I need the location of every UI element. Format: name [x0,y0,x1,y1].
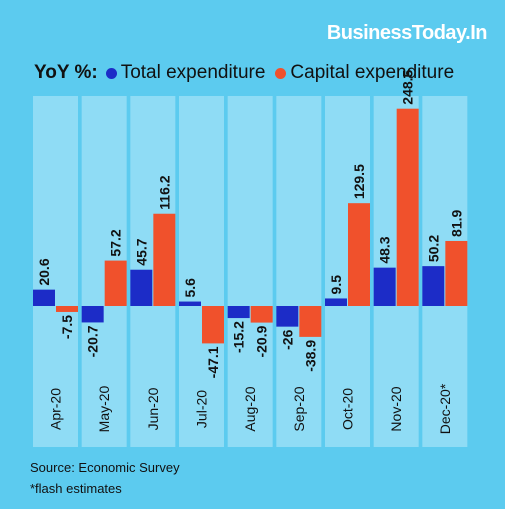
bar-total [179,301,201,306]
bar-total [227,306,250,319]
category-column [227,96,273,447]
data-label: 5.6 [182,278,198,298]
category-label: Jul-20 [194,390,210,428]
data-label: 248.5 [400,69,416,104]
bar-capital [153,213,176,306]
data-label: 45.7 [133,238,149,265]
category-label: Aug-20 [242,386,258,431]
data-label: 9.5 [328,275,344,295]
data-label: 57.2 [108,229,124,256]
brand-logo: BusinessToday.In [326,22,488,44]
bar-capital [250,306,273,323]
bar-capital [299,306,322,337]
bar-total [422,266,445,306]
bar-capital [56,306,78,312]
legend-swatch-capital [275,67,287,79]
bar-total [81,306,104,323]
bar-total [373,267,396,306]
data-label: 129.5 [351,164,367,199]
data-label: 48.3 [377,236,393,263]
category-label: Oct-20 [340,388,356,430]
data-label: 50.2 [425,235,441,262]
legend-swatch-total [105,67,117,79]
data-label: -47.1 [205,346,221,378]
bar-total [276,306,299,327]
bar-capital [396,108,419,306]
category-column [33,96,78,447]
chart-legend: YoY %: Total expenditure Capital expendi… [34,62,464,84]
legend-prefix: YoY %: [34,62,98,83]
bar-capital [104,260,127,306]
data-label: -20.7 [85,325,101,357]
data-label: 20.6 [36,258,52,285]
source-note: Source: Economic Survey [30,460,180,475]
category-label: Sep-20 [291,386,307,431]
legend-item-total: Total expenditure [105,62,266,84]
legend-item-capital: Capital expenditure [275,62,454,84]
data-label: 116.2 [156,175,172,209]
category-label: Dec-20* [437,383,453,434]
data-label: -20.9 [254,325,270,357]
bar-total [130,269,153,306]
category-label: May-20 [96,385,112,432]
legend-label-total: Total expenditure [120,62,266,83]
category-label: Apr-20 [48,388,64,430]
category-label: Jun-20 [145,387,161,430]
legend-label-capital: Capital expenditure [290,62,455,83]
footnote: *flash estimates [30,481,122,496]
data-label: 81.9 [448,210,464,237]
bar-capital [348,203,370,306]
data-label: -38.9 [302,340,318,372]
data-label: -15.2 [231,321,247,353]
category-label: Nov-20 [388,386,404,431]
bar-total [33,289,55,306]
category-column [179,96,224,447]
bar-capital [202,306,224,344]
data-label: -7.5 [59,315,75,339]
bar-total [325,298,347,306]
bar-capital [445,240,468,306]
category-column [276,96,322,447]
data-label: -26 [279,329,295,349]
